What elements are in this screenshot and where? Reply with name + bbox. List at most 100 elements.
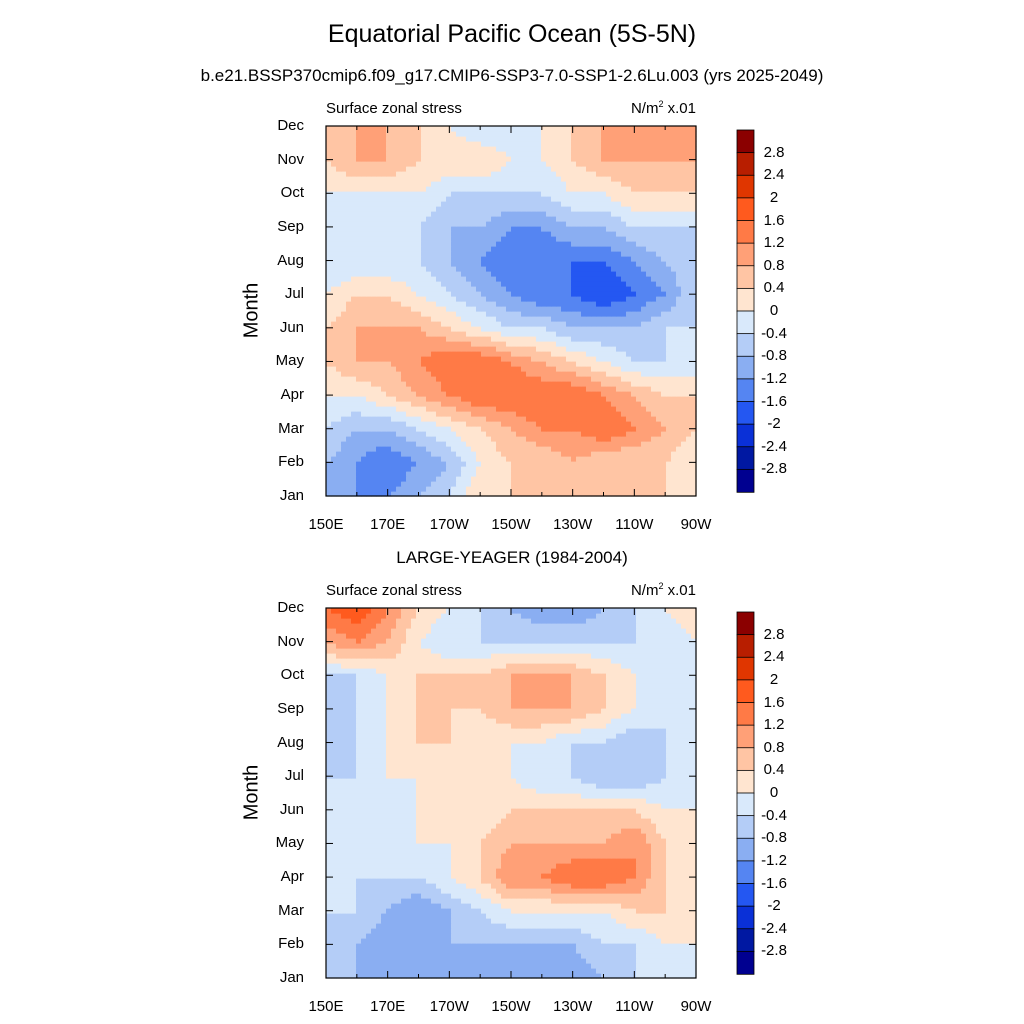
- heatmap-cell: [546, 491, 552, 497]
- heatmap-cell: [626, 281, 632, 287]
- heatmap-cell: [541, 256, 547, 262]
- heatmap-cell: [686, 256, 692, 262]
- heatmap-cell: [641, 306, 647, 312]
- heatmap-cell: [636, 446, 642, 452]
- heatmap-cell: [366, 336, 372, 342]
- heatmap-cell: [411, 161, 417, 167]
- heatmap-cell: [346, 451, 352, 457]
- heatmap-cell: [336, 296, 342, 302]
- heatmap-cell: [476, 366, 482, 372]
- heatmap-cell: [496, 481, 502, 487]
- heatmap-cell: [601, 181, 607, 187]
- heatmap-cell: [666, 206, 672, 212]
- heatmap-cell: [356, 251, 362, 257]
- heatmap-cell: [386, 441, 392, 447]
- heatmap-cell: [376, 311, 382, 317]
- heatmap-cell: [581, 206, 587, 212]
- heatmap-cell: [466, 226, 472, 232]
- heatmap-cell: [441, 236, 447, 242]
- heatmap-cell: [616, 246, 622, 252]
- heatmap-cell: [681, 356, 687, 362]
- heatmap-cell: [476, 416, 482, 422]
- heatmap-cell: [396, 351, 402, 357]
- heatmap-cell: [576, 336, 582, 342]
- heatmap-cell: [441, 416, 447, 422]
- heatmap-cell: [381, 411, 387, 417]
- heatmap-cell: [586, 321, 592, 327]
- heatmap-cell: [336, 181, 342, 187]
- heatmap-cell: [541, 276, 547, 282]
- heatmap-cell: [641, 346, 647, 352]
- heatmap-cell: [421, 301, 427, 307]
- heatmap-cell: [641, 176, 647, 182]
- heatmap-cell: [476, 231, 482, 237]
- heatmap-cell: [631, 441, 637, 447]
- heatmap-cell: [341, 446, 347, 452]
- heatmap-cell: [656, 356, 662, 362]
- heatmap-cell: [666, 331, 672, 337]
- heatmap-cell: [421, 386, 427, 392]
- heatmap-cell: [621, 211, 627, 217]
- heatmap-cell: [471, 306, 477, 312]
- heatmap-cell: [531, 341, 537, 347]
- heatmap-cell: [561, 191, 567, 197]
- heatmap-cell: [546, 486, 552, 492]
- heatmap-cell: [346, 301, 352, 307]
- heatmap-cell: [541, 186, 547, 192]
- heatmap-cell: [341, 356, 347, 362]
- heatmap-cell: [366, 321, 372, 327]
- heatmap-cell: [641, 271, 647, 277]
- heatmap-cell: [676, 206, 682, 212]
- heatmap-cell: [671, 421, 677, 427]
- heatmap-cell: [596, 286, 602, 292]
- heatmap-cell: [551, 456, 557, 462]
- heatmap-cell: [391, 186, 397, 192]
- heatmap-cell: [376, 191, 382, 197]
- heatmap-cell: [386, 211, 392, 217]
- heatmap-cell: [686, 236, 692, 242]
- heatmap-cell: [616, 271, 622, 277]
- heatmap-cell: [341, 426, 347, 432]
- heatmap-cell: [361, 211, 367, 217]
- heatmap-cell: [496, 281, 502, 287]
- heatmap-cell: [496, 431, 502, 437]
- heatmap-cell: [646, 196, 652, 202]
- heatmap-cell: [541, 216, 547, 222]
- heatmap-cell: [451, 386, 457, 392]
- heatmap-cell: [361, 266, 367, 272]
- heatmap-cell: [361, 221, 367, 227]
- heatmap-cell: [336, 356, 342, 362]
- heatmap-cell: [516, 446, 522, 452]
- heatmap-cell: [361, 481, 367, 487]
- heatmap-cell: [411, 286, 417, 292]
- heatmap-cell: [566, 271, 572, 277]
- heatmap-cell: [376, 386, 382, 392]
- heatmap-cell: [591, 461, 597, 467]
- heatmap-cell: [496, 311, 502, 317]
- heatmap-cell: [496, 381, 502, 387]
- heatmap-cell: [616, 341, 622, 347]
- heatmap-cell: [571, 326, 577, 332]
- heatmap-cell: [446, 271, 452, 277]
- heatmap-cell: [641, 246, 647, 252]
- heatmap-cell: [676, 426, 682, 432]
- heatmap-cell: [351, 276, 357, 282]
- heatmap-cell: [486, 256, 492, 262]
- heatmap-cell: [501, 251, 507, 257]
- heatmap-cell: [401, 286, 407, 292]
- heatmap-cell: [626, 246, 632, 252]
- heatmap-cell: [331, 166, 337, 172]
- heatmap-cell: [461, 326, 467, 332]
- heatmap-cell: [506, 341, 512, 347]
- heatmap-cell: [536, 241, 542, 247]
- heatmap-cell: [426, 466, 432, 472]
- heatmap-cell: [381, 251, 387, 257]
- heatmap-cell: [416, 406, 422, 412]
- heatmap-cell: [341, 231, 347, 237]
- heatmap-cell: [411, 306, 417, 312]
- heatmap-cell: [561, 216, 567, 222]
- heatmap-cell: [361, 166, 367, 172]
- heatmap-cell: [606, 456, 612, 462]
- heatmap-cell: [341, 411, 347, 417]
- heatmap-cell: [406, 471, 412, 477]
